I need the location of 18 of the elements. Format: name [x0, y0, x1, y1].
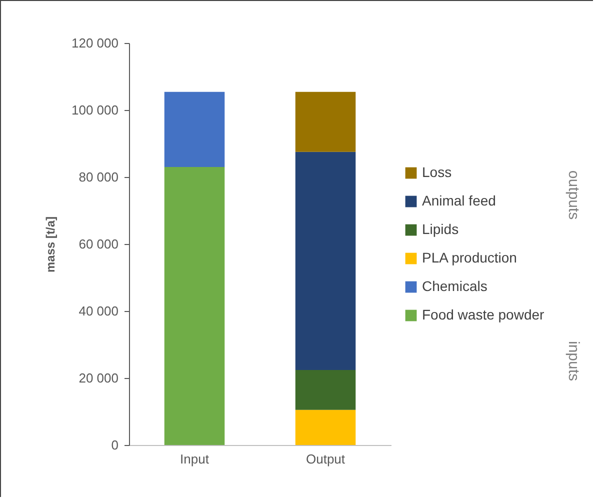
legend-label: PLA production [422, 250, 517, 266]
legend-label: Lipids [422, 221, 459, 237]
y-tick-label: 100 000 [72, 102, 118, 118]
text: inputs [565, 340, 582, 382]
legend-label: Animal feed [422, 192, 496, 208]
y-tick-label: 40 000 [78, 304, 118, 318]
y-tick-label: 80 000 [78, 170, 118, 184]
x-tick-label: Input [180, 452, 210, 466]
y-tick-label: 120 000 [72, 36, 118, 50]
x-tick-label: Output [306, 452, 346, 466]
y-tick-label: 0 [111, 438, 118, 452]
text: outputs [565, 170, 582, 220]
y-tick-label: 60 000 [78, 236, 118, 252]
legend-label: Loss [422, 164, 452, 180]
y-axis-title: mass [t/a] [44, 216, 58, 273]
y-tick-label: 20 000 [78, 370, 118, 386]
legend-label: Food waste powder [422, 306, 545, 322]
legend-label: Chemicals [422, 278, 488, 294]
